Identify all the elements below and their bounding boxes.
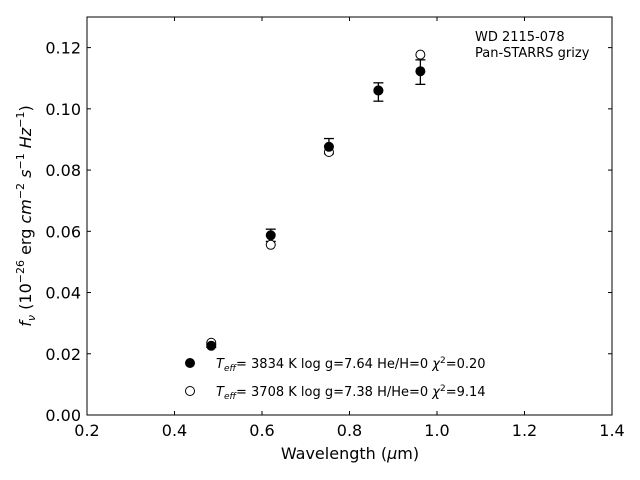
model-point-filled bbox=[323, 141, 334, 152]
y-tick-label: 0.10 bbox=[45, 100, 81, 119]
legend: Teff= 3834 K log g=7.64 He/H=0 χ2=0.20 T… bbox=[185, 356, 486, 402]
y-tick-label: 0.02 bbox=[45, 345, 81, 364]
x-tick-label: 0.2 bbox=[74, 421, 99, 440]
model-point-filled bbox=[373, 85, 384, 96]
x-tick-label: 1.4 bbox=[599, 421, 624, 440]
legend-marker-open bbox=[185, 386, 195, 396]
y-tick-label: 0.04 bbox=[45, 284, 81, 303]
x-tick-label: 0.4 bbox=[162, 421, 187, 440]
y-tick-label: 0.12 bbox=[45, 39, 81, 58]
x-tick-label: 0.6 bbox=[249, 421, 274, 440]
x-tick-label: 1.2 bbox=[512, 421, 537, 440]
y-tick-label: 0.08 bbox=[45, 161, 81, 180]
legend-entry-2: Teff= 3708 K log g=7.38 H/He=0 χ2=9.14 bbox=[216, 384, 486, 402]
model-point-filled bbox=[265, 230, 276, 241]
x-tick-label: 1.0 bbox=[424, 421, 449, 440]
model-point-filled bbox=[415, 66, 426, 77]
annotation-line-2: Pan-STARRS grizy bbox=[475, 46, 590, 61]
model-point-open bbox=[415, 49, 426, 60]
model-point-open bbox=[265, 239, 276, 250]
legend-entry-1: Teff= 3834 K log g=7.64 He/H=0 χ2=0.20 bbox=[216, 356, 486, 374]
annotation-line-1: WD 2115-078 bbox=[475, 30, 565, 45]
legend-marker-filled bbox=[185, 358, 195, 368]
y-axis-label: fν (10−26 erg cm−2 s−1 Hz−1) bbox=[14, 105, 38, 326]
x-axis-label: Wavelength (μm) bbox=[281, 444, 419, 463]
y-tick-label: 0.06 bbox=[45, 222, 81, 241]
y-tick-label: 0.00 bbox=[45, 406, 81, 425]
data-marks bbox=[206, 49, 426, 351]
axis-ticks: 0.2 0.4 0.6 0.8 1.0 1.2 1.4 0.00 0.02 0.04 0.06 0.0… bbox=[45, 17, 625, 440]
x-tick-label: 0.8 bbox=[337, 421, 362, 440]
plot-frame bbox=[86, 16, 613, 416]
model-point-filled bbox=[206, 340, 217, 351]
